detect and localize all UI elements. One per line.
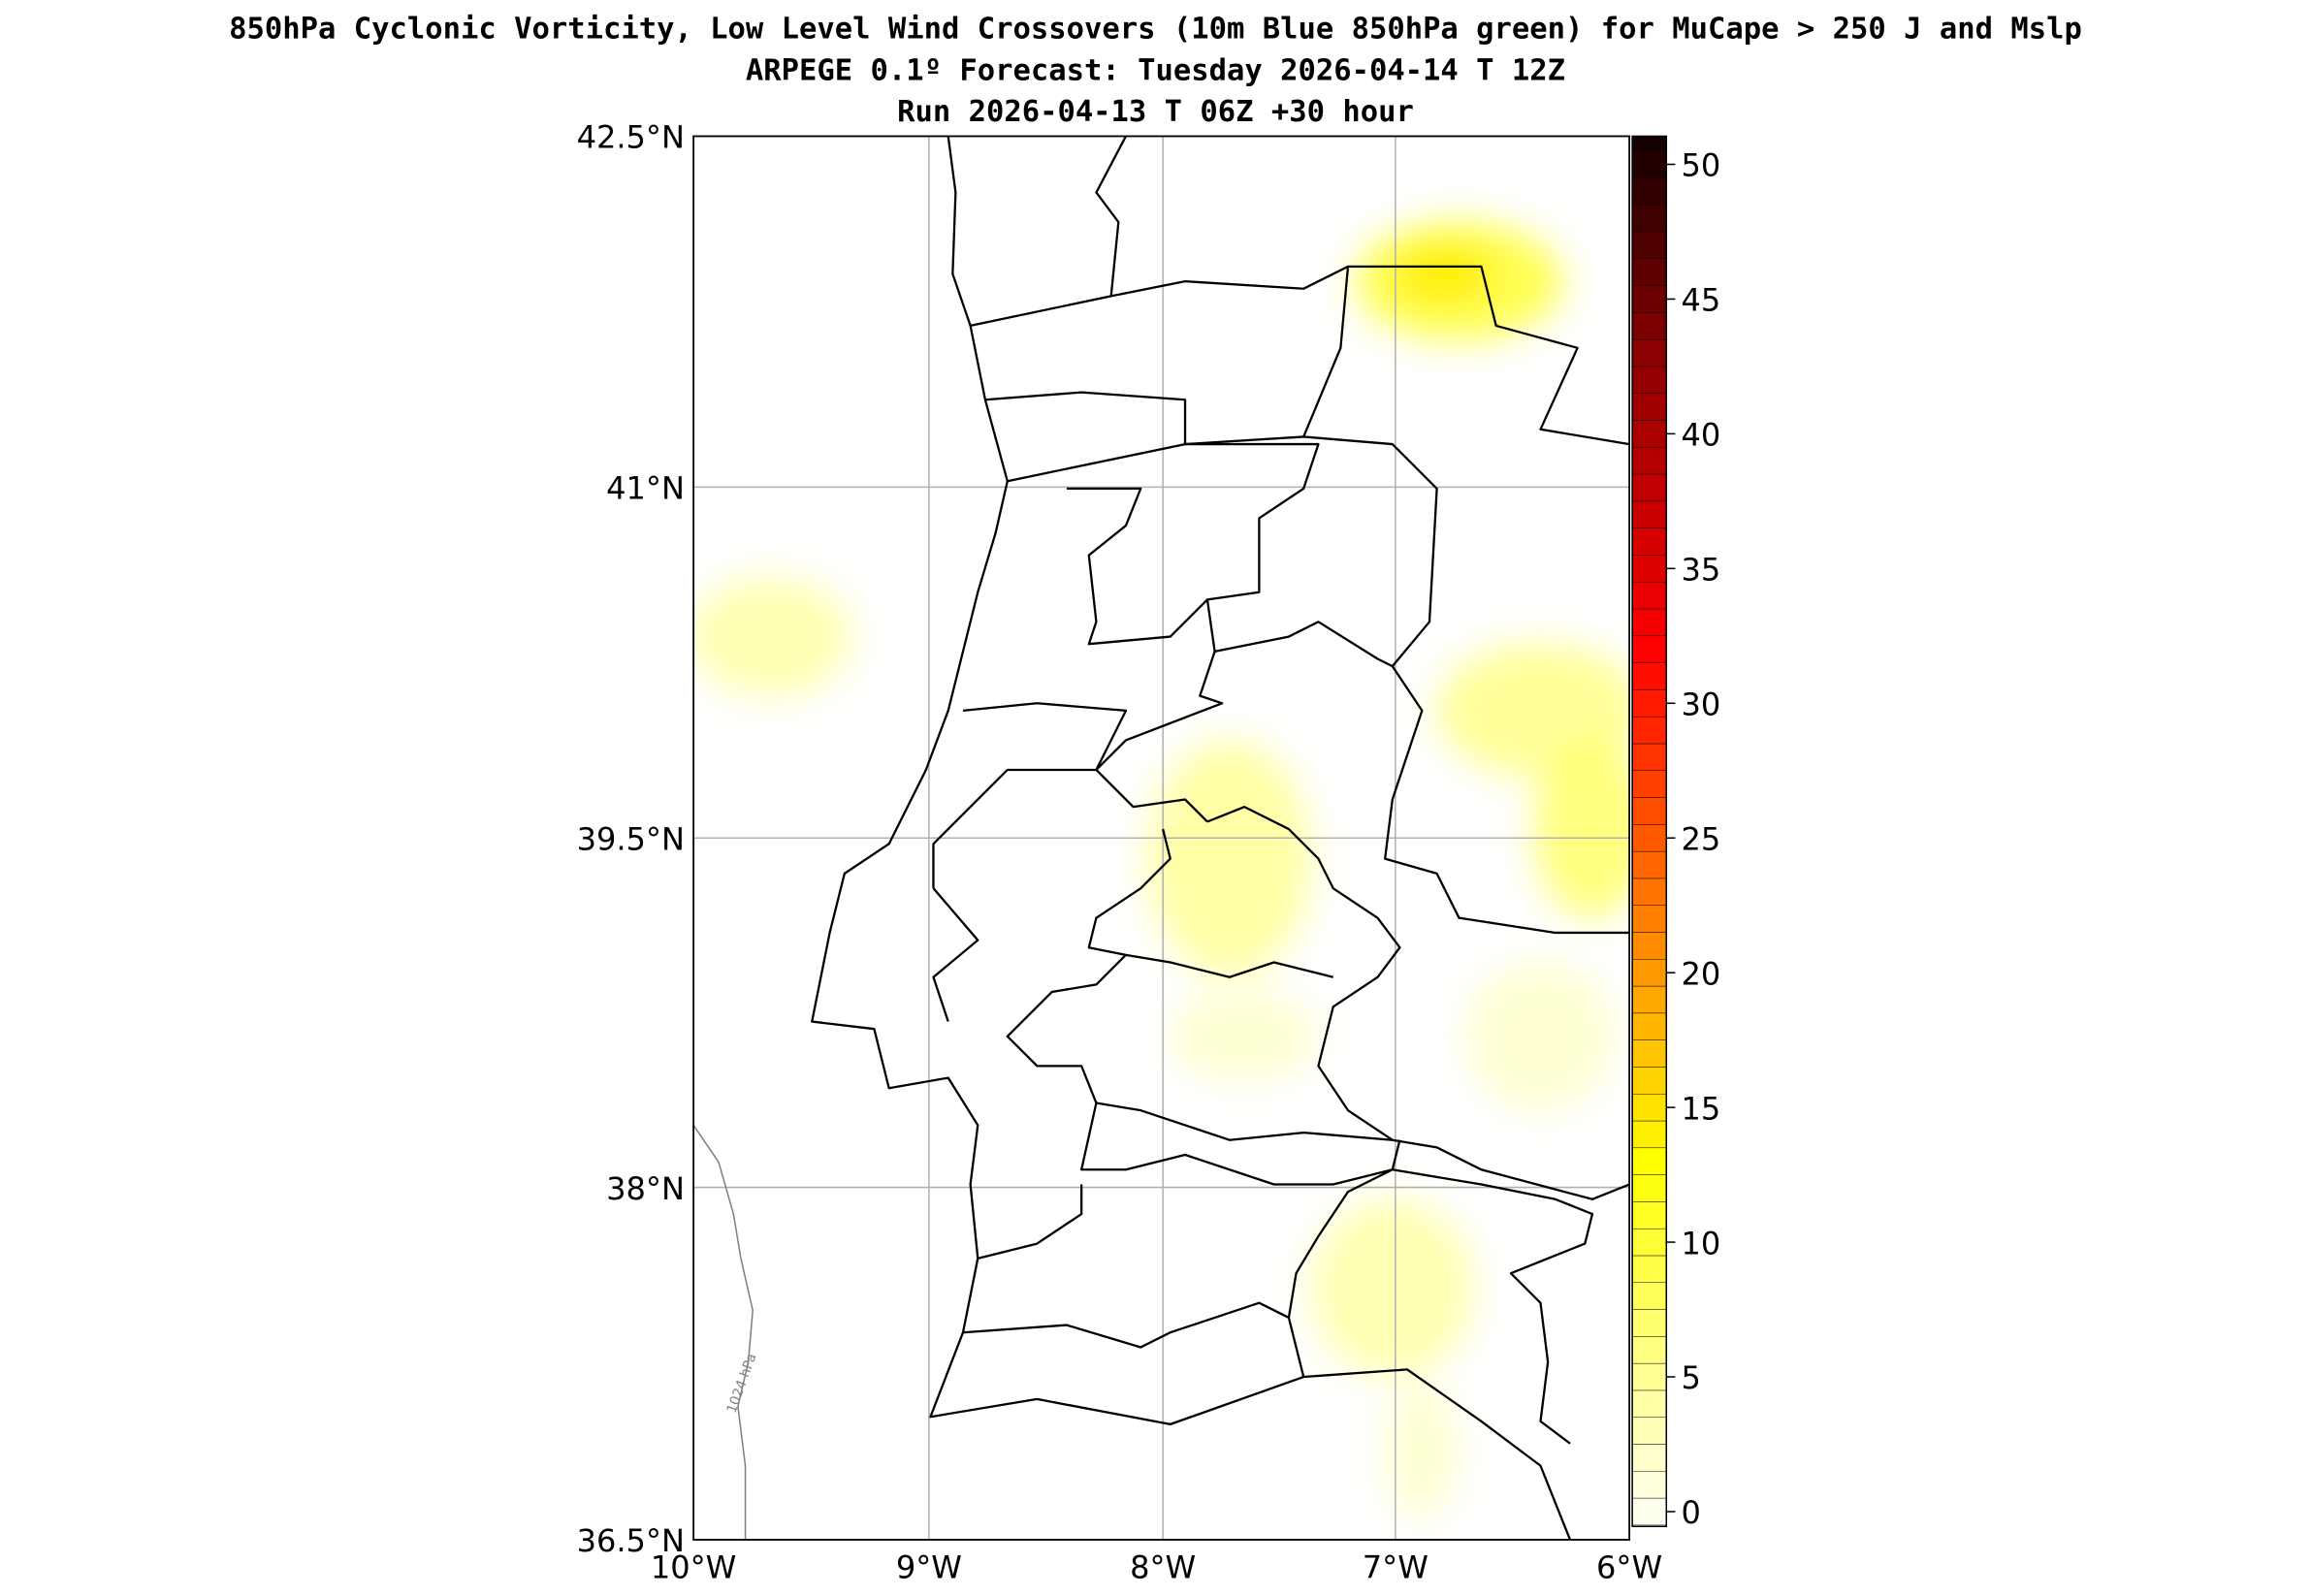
colorbar-band [1631, 1201, 1667, 1229]
map-frame [692, 135, 1631, 1541]
colorbar-band [1631, 905, 1667, 933]
colorbar-band [1631, 770, 1667, 798]
lat-label: 38°N [606, 1170, 685, 1207]
colorbar-band [1631, 635, 1667, 663]
colorbar-band [1631, 824, 1667, 852]
colorbar-band [1631, 1174, 1667, 1202]
lon-label: 7°W [1363, 1549, 1428, 1586]
lon-axis: 10°W 9°W 8°W 7°W 6°W [651, 1549, 1662, 1586]
coastline [811, 136, 1572, 1540]
colorbar-tick-label: 40 [1682, 417, 1721, 454]
isobar-1024-line [693, 1125, 754, 1540]
colorbar-band [1631, 338, 1667, 367]
colorbar-band [1631, 150, 1667, 178]
colorbar-band [1631, 1471, 1667, 1499]
colorbar-band [1631, 258, 1667, 286]
colorbar-tick-label: 20 [1682, 955, 1721, 992]
colorbar-band [1631, 1362, 1667, 1391]
colorbar-band [1631, 932, 1667, 960]
colorbar-tick-label: 5 [1682, 1359, 1701, 1396]
colorbar-band [1631, 312, 1667, 340]
colorbar-band [1631, 1255, 1667, 1283]
title-line-3: Run 2026-04-13 T 06Z +30 hour [897, 95, 1414, 129]
colorbar-band [1631, 608, 1667, 637]
vorticity-shading [693, 222, 1630, 1518]
lon-label: 6°W [1596, 1549, 1662, 1586]
colorbar-band [1631, 177, 1667, 206]
colorbar-band [1631, 473, 1667, 502]
colorbar-band [1631, 366, 1667, 394]
title-line-2: ARPEGE 0.1º Forecast: Tuesday 2026-04-14… [746, 53, 1565, 87]
colorbar-band [1631, 555, 1667, 583]
colorbar-band [1631, 447, 1667, 475]
colorbar-band [1631, 1120, 1667, 1149]
colorbar-band [1631, 985, 1667, 1014]
colorbar-tick-label: 25 [1682, 820, 1721, 857]
lat-label: 39.5°N [577, 820, 685, 857]
colorbar-band [1631, 1417, 1667, 1445]
colorbar-tick-label: 15 [1682, 1090, 1721, 1127]
colorbar-band [1631, 581, 1667, 610]
colorbar-band [1631, 1228, 1667, 1257]
colorbar-band [1631, 1039, 1667, 1068]
isobar-label: 1024 hPa [724, 1352, 760, 1416]
colorbar-tick-label: 35 [1682, 552, 1721, 589]
colorbar-band [1631, 204, 1667, 233]
admin-borders [932, 136, 1630, 1445]
map-area: 1024 hPa [693, 136, 1630, 1540]
colorbar-band [1631, 1309, 1667, 1337]
lon-label: 10°W [651, 1549, 737, 1586]
lat-axis: 42.5°N 41°N 39.5°N 38°N 36.5°N [577, 119, 685, 1560]
colorbar-band [1631, 743, 1667, 771]
lat-label: 42.5°N [577, 119, 685, 156]
colorbar-tick-label: 10 [1682, 1225, 1721, 1261]
colorbar-band [1631, 1093, 1667, 1122]
colorbar-band [1631, 500, 1667, 528]
colorbar-frame [1631, 135, 1668, 1527]
colorbar-band [1631, 393, 1667, 421]
colorbar-band [1631, 850, 1667, 879]
colorbar-band [1631, 1282, 1667, 1310]
title-line-1: 850hPa Cyclonic Vorticity, Low Level Win… [229, 13, 2082, 47]
colorbar-band [1631, 1012, 1667, 1040]
colorbar-band [1631, 231, 1667, 259]
colorbar [1631, 135, 1668, 1527]
gridlines [693, 136, 1630, 1540]
colorbar-band [1631, 716, 1667, 745]
colorbar-band [1631, 1067, 1667, 1095]
colorbar-band [1631, 662, 1667, 690]
lat-label: 36.5°N [577, 1522, 685, 1559]
lat-label: 41°N [606, 470, 685, 507]
colorbar-band [1631, 285, 1667, 313]
colorbar-tick-label: 50 [1682, 147, 1721, 184]
colorbar-tick-label: 45 [1682, 282, 1721, 319]
lon-label: 9°W [896, 1549, 962, 1586]
colorbar-band [1631, 689, 1667, 718]
colorbar-tick-label: 0 [1682, 1494, 1701, 1531]
colorbar-band [1631, 959, 1667, 987]
colorbar-band [1631, 136, 1667, 151]
colorbar-tick-label: 30 [1682, 686, 1721, 722]
lon-label: 8°W [1130, 1549, 1196, 1586]
colorbar-band [1631, 1444, 1667, 1472]
colorbar-band [1631, 1147, 1667, 1175]
colorbar-band [1631, 527, 1667, 556]
colorbar-band [1631, 1497, 1667, 1526]
colorbar-band [1631, 878, 1667, 906]
colorbar-band [1631, 420, 1667, 448]
colorbar-band [1631, 797, 1667, 825]
colorbar-band [1631, 1336, 1667, 1364]
colorbar-band [1631, 1389, 1667, 1418]
